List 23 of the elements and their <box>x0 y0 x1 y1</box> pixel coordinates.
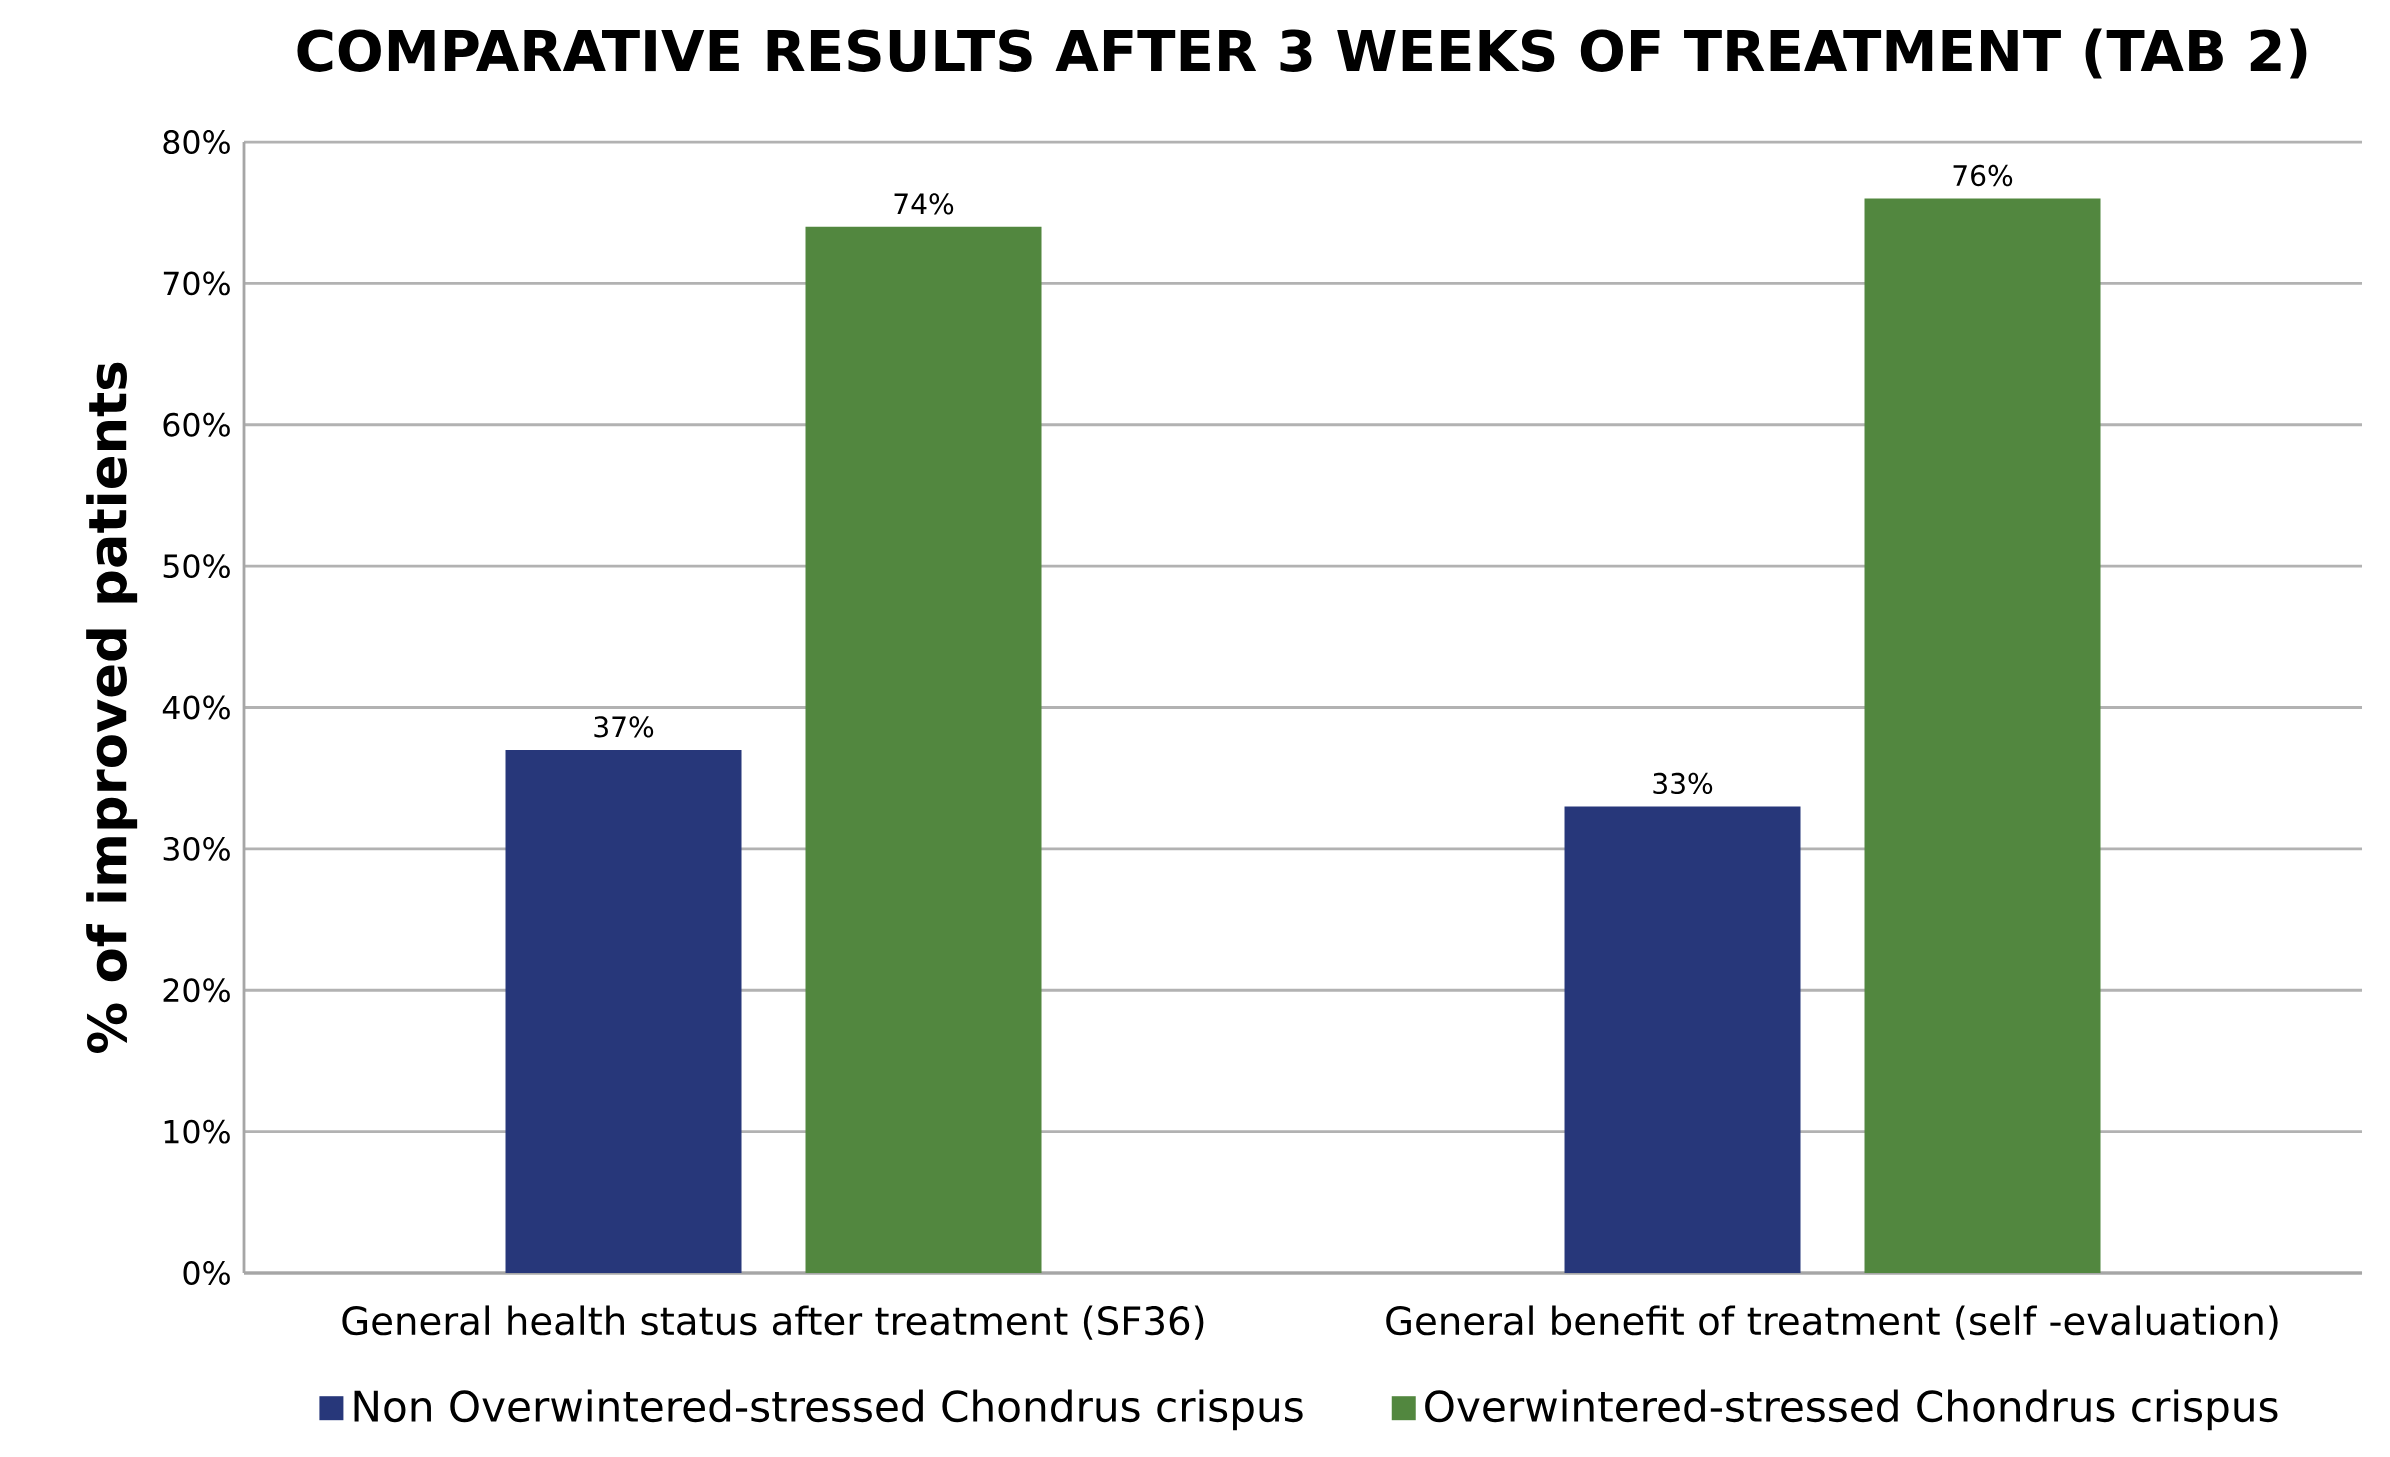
y-axis-title: % of improved patients <box>86 362 138 1053</box>
y-tick-label: 60% <box>163 412 230 437</box>
y-tick-label: 10% <box>164 1119 230 1144</box>
x-tick-label: General benefit of treatment (self -evaluation) <box>1386 1305 2278 1340</box>
y-tick-label: 0% <box>183 1261 230 1285</box>
bar <box>1864 198 2101 1273</box>
y-tick-label: 70% <box>163 271 230 296</box>
data-label: 74% <box>894 193 954 215</box>
y-tick-label: 20% <box>163 978 230 1003</box>
bar <box>805 226 1042 1273</box>
y-tick-label: 50% <box>163 554 230 579</box>
legend-label: Non Overwintered-stressed Chondrus crispus <box>354 1389 1303 1431</box>
x-tick-label: General health status after treatment (SF36) <box>342 1305 1204 1340</box>
y-tick-label: 30% <box>163 836 230 861</box>
data-label: 76% <box>1953 164 2013 187</box>
chart-title: COMPARATIVE RESULTS AFTER 3 WEEKS OF TREATMENT (TAB 2) <box>297 28 2307 79</box>
data-label: 37% <box>594 716 654 738</box>
data-label: 33% <box>1653 772 1713 795</box>
legend-label: Overwintered-stressed Chondrus crispus <box>1425 1389 2278 1431</box>
bar <box>1564 806 1801 1273</box>
bar <box>505 749 742 1273</box>
y-tick-label: 80% <box>163 130 230 154</box>
y-tick-label: 40% <box>162 695 230 720</box>
